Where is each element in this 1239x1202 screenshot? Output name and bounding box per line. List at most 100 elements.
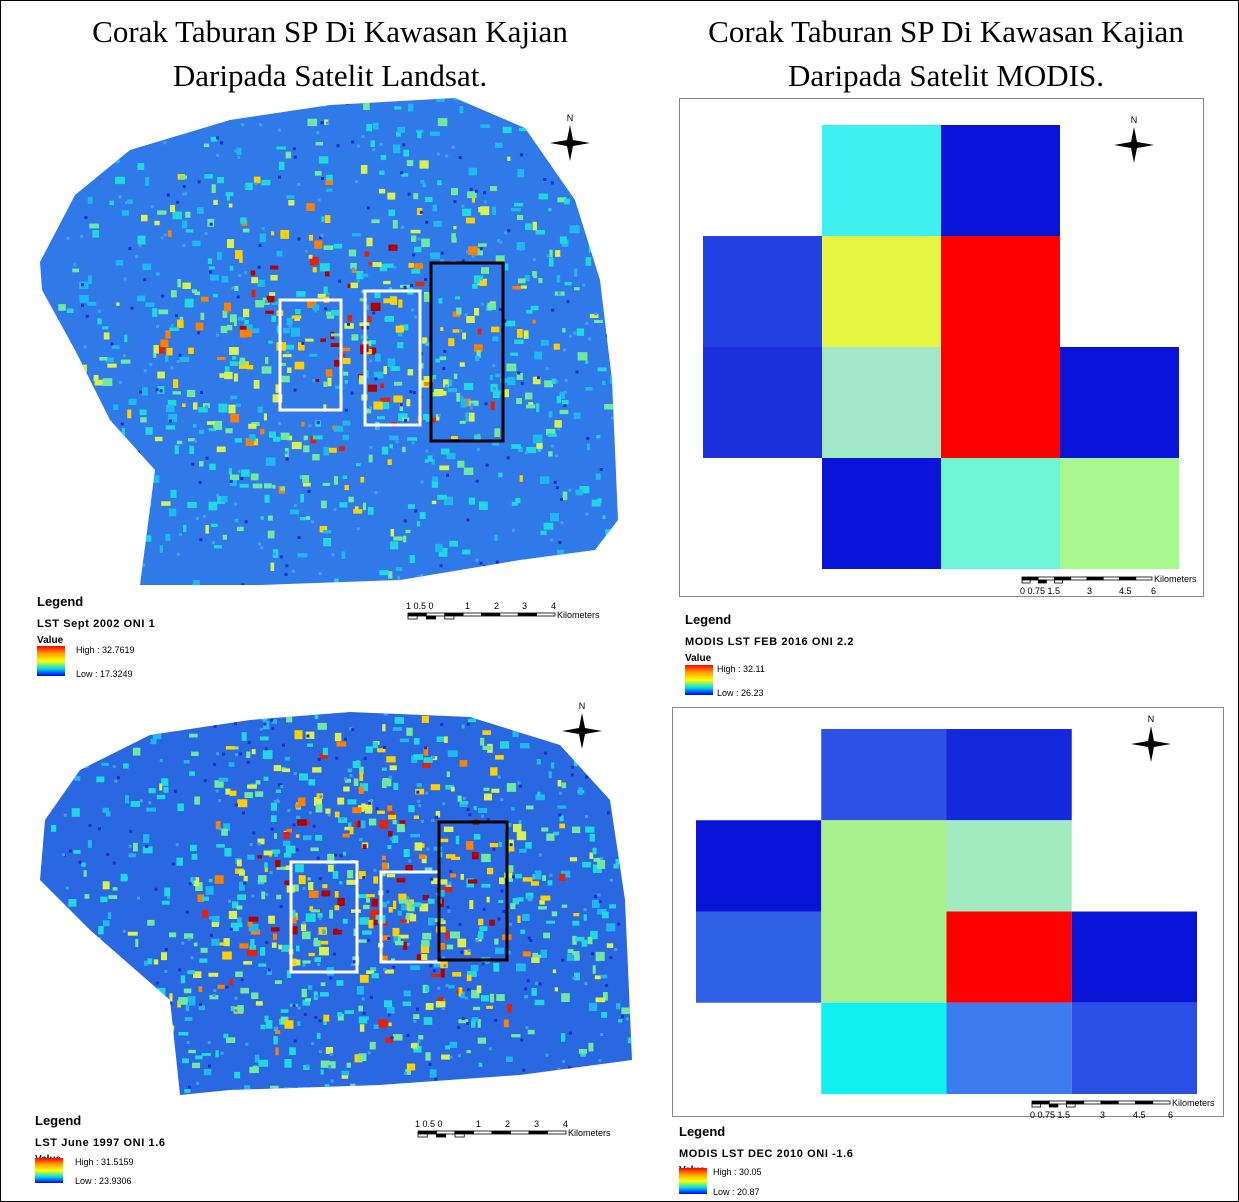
texture [340, 708, 350, 711]
texture [377, 581, 380, 585]
texture [326, 315, 335, 319]
texture [127, 199, 133, 205]
texture [596, 434, 601, 439]
texture [170, 489, 177, 498]
texture [399, 820, 406, 827]
texture [405, 901, 410, 911]
texture [599, 468, 603, 471]
texture [148, 801, 152, 805]
texture [361, 135, 365, 138]
texture [421, 715, 429, 723]
texture [275, 1030, 281, 1034]
texture [213, 545, 222, 549]
texture [385, 315, 394, 322]
texture [568, 488, 572, 492]
texture [322, 747, 328, 756]
texture [554, 987, 558, 992]
texture [407, 369, 414, 376]
texture [469, 406, 473, 410]
scale-unit: Kilometers [1172, 1098, 1215, 1108]
texture [319, 263, 330, 272]
texture [608, 239, 618, 246]
texture [445, 1045, 450, 1050]
texture [421, 940, 430, 947]
texture [505, 865, 514, 873]
texture [651, 283, 657, 290]
texture [168, 419, 172, 423]
texture [105, 811, 111, 817]
texture [266, 295, 275, 303]
texture [414, 315, 417, 319]
texture [175, 1099, 178, 1102]
texture [116, 302, 120, 306]
texture [291, 958, 297, 967]
texture [291, 315, 302, 319]
texture [543, 178, 547, 181]
texture [422, 1100, 427, 1107]
scale-label: 4 [563, 1119, 568, 1129]
texture [537, 791, 541, 796]
texture [440, 448, 450, 455]
texture [282, 840, 291, 847]
texture [181, 941, 185, 945]
texture [110, 157, 120, 162]
texture [622, 825, 628, 832]
texture [296, 291, 306, 297]
texture [632, 1101, 635, 1104]
texture [500, 741, 510, 749]
texture [88, 275, 92, 285]
texture [140, 1069, 144, 1073]
texture [200, 947, 208, 953]
texture [459, 106, 464, 114]
texture [468, 400, 479, 406]
texture [605, 983, 609, 987]
texture [317, 963, 321, 967]
texture [681, 887, 690, 895]
texture [111, 345, 120, 350]
texture [67, 965, 71, 969]
texture [390, 837, 394, 841]
texture [84, 216, 88, 220]
texture [411, 98, 419, 99]
texture [489, 843, 499, 848]
texture [142, 537, 146, 541]
texture [325, 174, 333, 181]
texture [89, 223, 99, 229]
texture [108, 1078, 113, 1086]
texture [665, 724, 668, 727]
texture [135, 254, 139, 258]
texture [403, 941, 408, 950]
texture [257, 406, 263, 413]
grid-cell [941, 347, 1060, 458]
texture [104, 993, 115, 998]
texture [237, 1005, 244, 1013]
texture [92, 230, 99, 238]
texture [188, 1049, 196, 1054]
texture [543, 522, 554, 530]
texture [255, 1001, 263, 1006]
texture [352, 960, 356, 964]
texture [372, 311, 376, 315]
texture [519, 475, 523, 482]
texture [433, 220, 442, 227]
texture [477, 328, 482, 335]
texture [527, 1029, 535, 1035]
scale-label: 2 [505, 1119, 510, 1129]
texture [574, 268, 578, 277]
texture [398, 299, 403, 308]
texture [267, 530, 275, 539]
texture [293, 388, 297, 392]
texture [644, 811, 652, 815]
texture [334, 905, 340, 911]
texture [199, 538, 203, 542]
texture [213, 199, 218, 205]
texture [131, 590, 134, 593]
texture [314, 309, 318, 313]
texture [555, 703, 558, 706]
texture [346, 101, 350, 105]
texture [280, 375, 290, 383]
texture [76, 1056, 80, 1060]
texture [166, 404, 175, 413]
scale-segment [510, 1130, 530, 1135]
texture [585, 512, 589, 516]
